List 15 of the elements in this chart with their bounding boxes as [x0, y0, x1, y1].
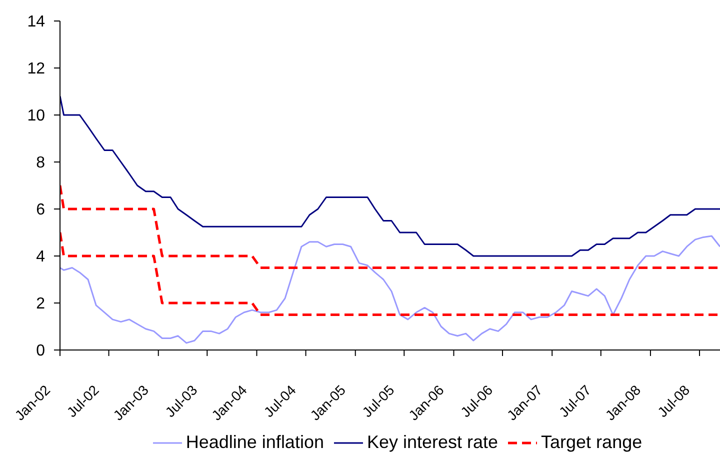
- y-tick-label: 4: [36, 248, 46, 266]
- line-series: [60, 184, 720, 269]
- legend-label: Headline inflation: [186, 432, 324, 453]
- y-tick-label: 2: [36, 296, 46, 313]
- legend-label: Target range: [541, 432, 642, 453]
- y-tick-label: 6: [36, 202, 46, 219]
- y-tick-label: 14: [27, 14, 46, 31]
- legend-label: Key interest rate: [366, 432, 498, 453]
- line-series: [60, 95, 720, 257]
- line-series: [60, 231, 720, 316]
- y-tick-label: 10: [27, 108, 46, 125]
- y-tick-label: 0: [36, 342, 46, 360]
- y-tick-label: 12: [27, 60, 46, 78]
- line-series: [60, 235, 720, 344]
- y-tick-label: 8: [36, 154, 46, 172]
